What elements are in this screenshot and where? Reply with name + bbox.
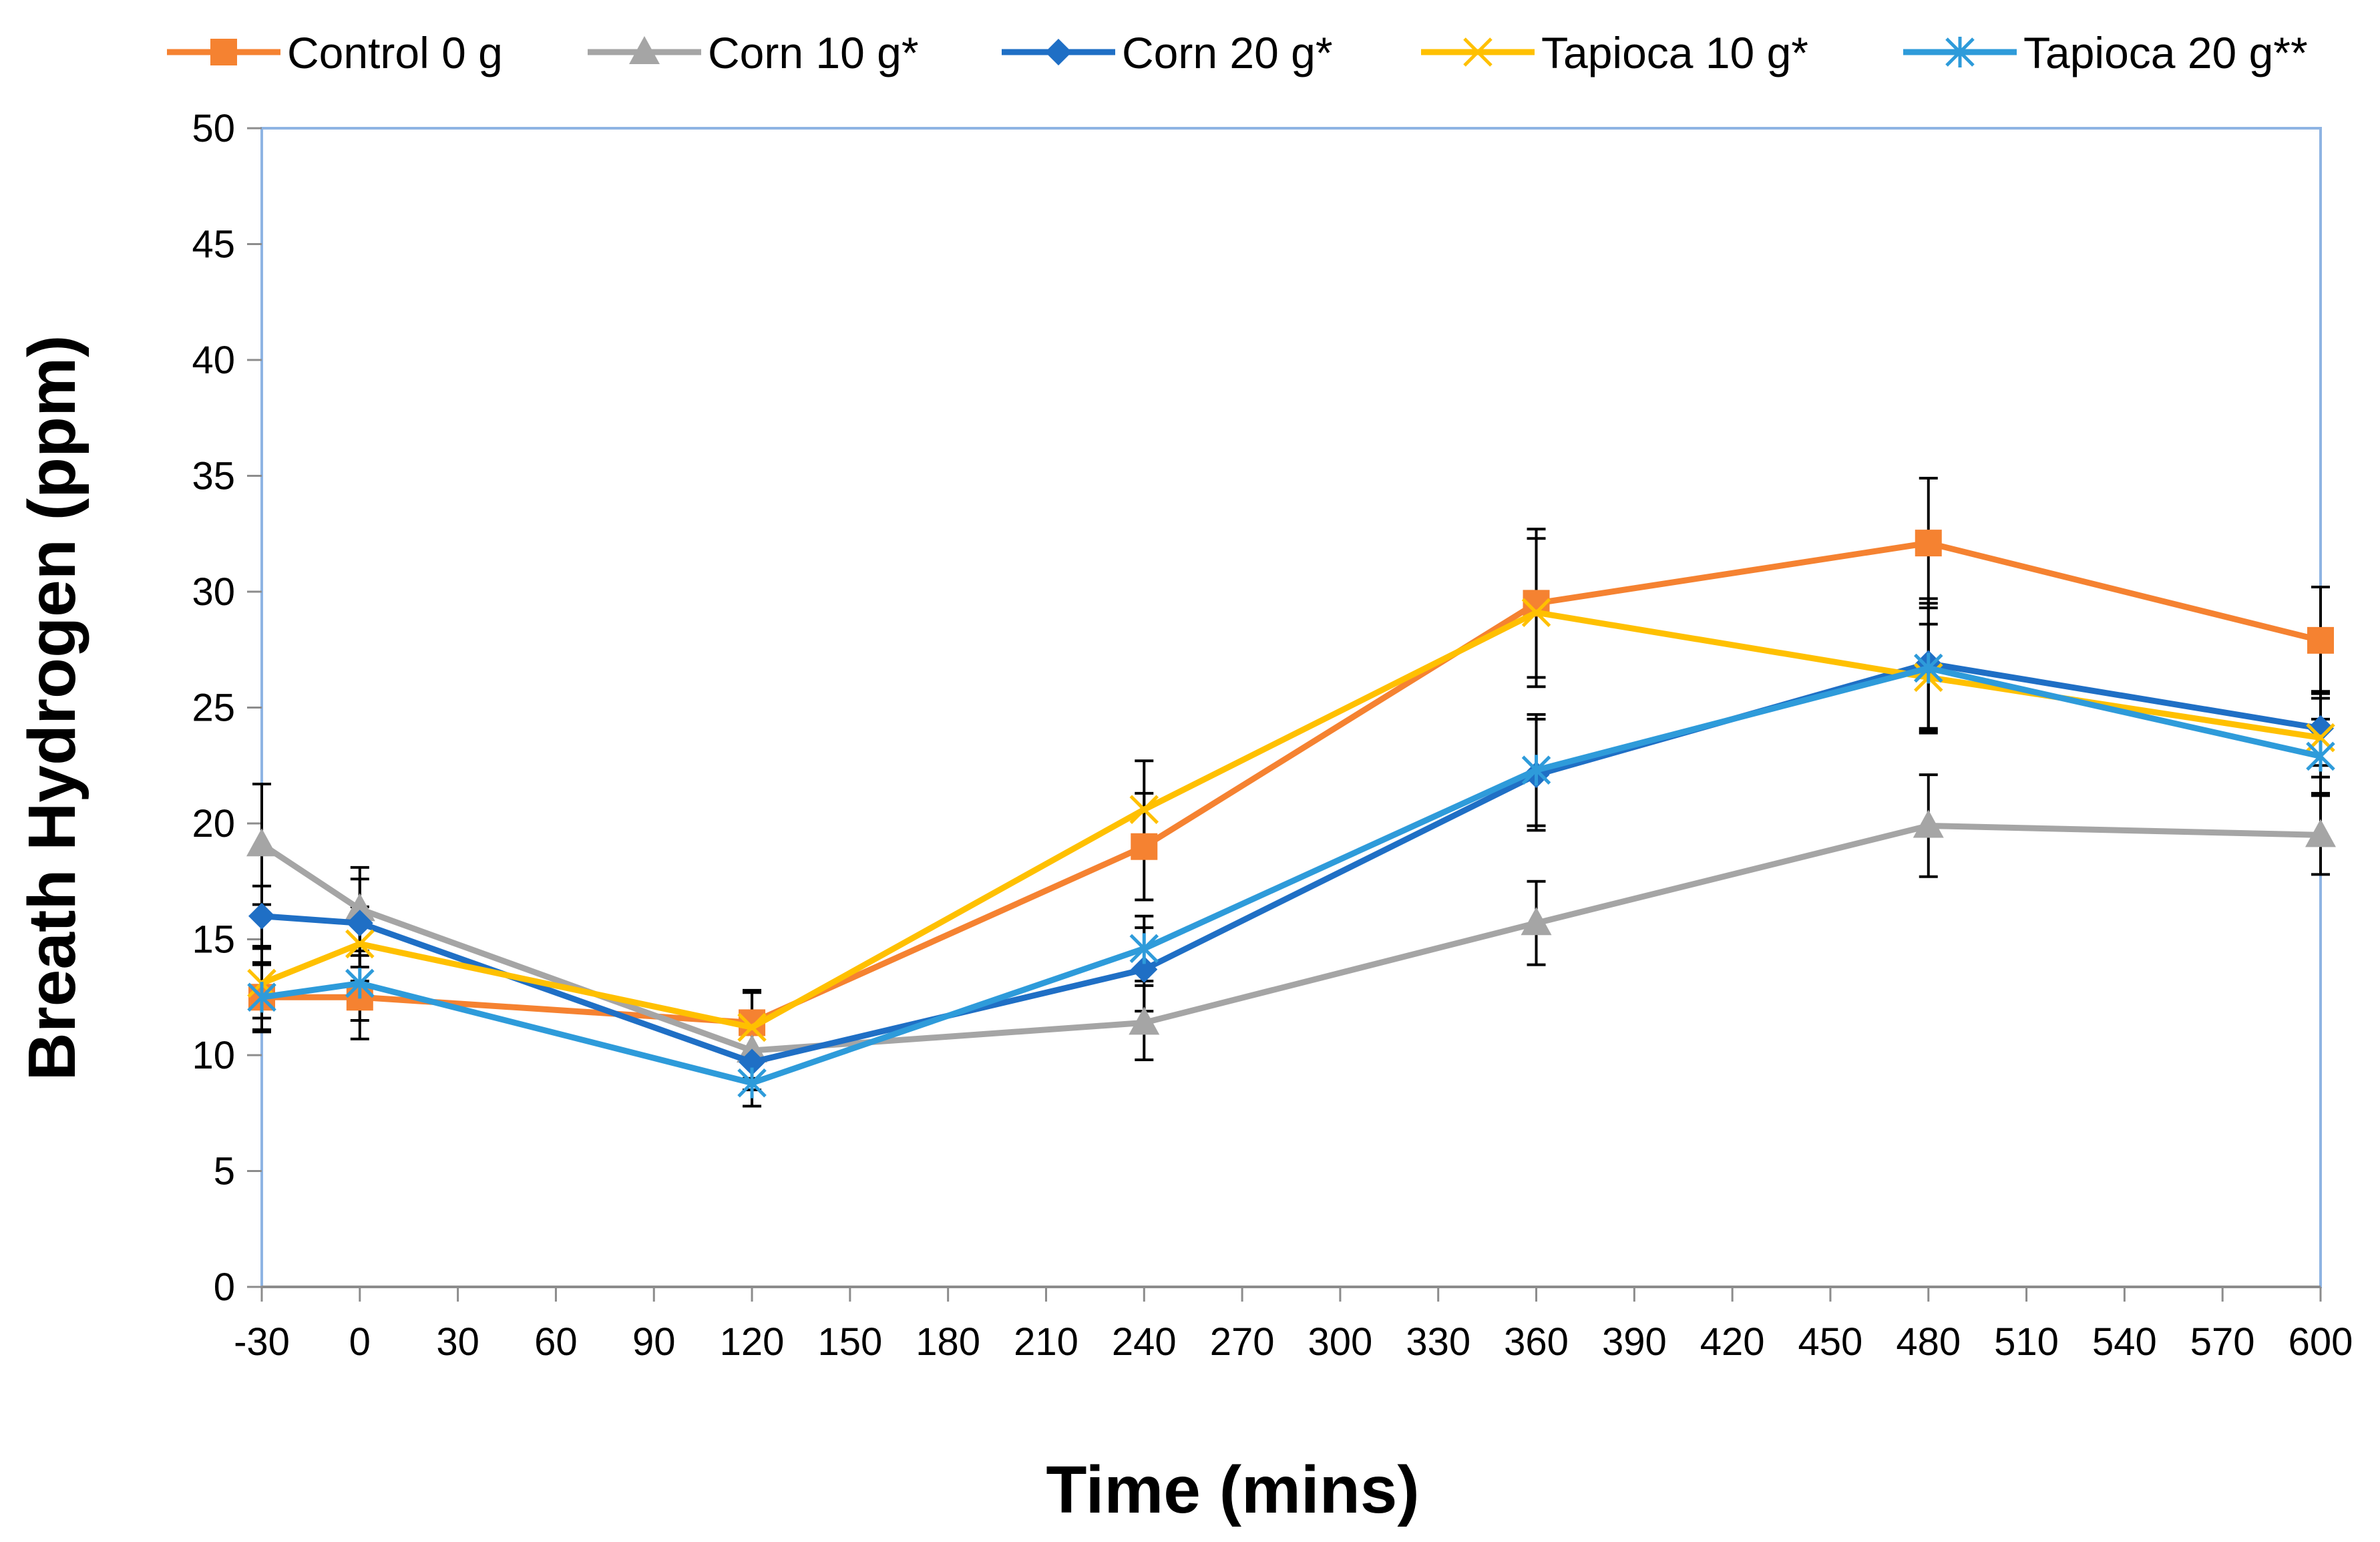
x-tick-label: 360 xyxy=(1504,1320,1569,1364)
data-point xyxy=(248,902,275,930)
legend-item-control-0-g: Control 0 g xyxy=(167,28,503,77)
data-point xyxy=(247,982,276,1013)
x-tick-label: 180 xyxy=(916,1320,980,1364)
data-point-stroke xyxy=(1521,598,1551,627)
data-point xyxy=(2307,626,2334,654)
x-tick-label: 540 xyxy=(2092,1320,2157,1364)
data-point xyxy=(1521,755,1551,786)
x-tick-label: 300 xyxy=(1308,1320,1373,1364)
legend-label: Corn 20 g* xyxy=(1122,28,1333,77)
data-point xyxy=(1131,956,1158,983)
data-point-stroke xyxy=(737,1012,767,1042)
data-point xyxy=(1521,598,1551,627)
y-tick-label: 0 xyxy=(214,1266,235,1309)
x-tick-label: 90 xyxy=(632,1320,676,1364)
legend-label: Control 0 g xyxy=(287,28,503,77)
x-tick-label: 120 xyxy=(720,1320,785,1364)
y-tick-label: 20 xyxy=(192,802,235,845)
x-tick-label: 570 xyxy=(2190,1320,2255,1364)
legend-item-corn-10-g: Corn 10 g* xyxy=(588,28,919,77)
x-tick-label: 30 xyxy=(436,1320,479,1364)
x-tick-label: 240 xyxy=(1112,1320,1177,1364)
legend-swatch-marker xyxy=(1463,37,1493,67)
legend-swatch-marker xyxy=(1945,37,1975,67)
x-tick-label: -30 xyxy=(234,1320,290,1364)
data-point xyxy=(345,929,375,959)
y-tick-label: 5 xyxy=(214,1150,235,1193)
x-tick-label: 270 xyxy=(1210,1320,1275,1364)
x-tick-label: 450 xyxy=(1798,1320,1863,1364)
x-tick-label: 60 xyxy=(534,1320,578,1364)
y-tick-label: 15 xyxy=(192,918,235,962)
legend-swatch-marker xyxy=(1045,39,1072,65)
y-axis-title: Breath Hydrogen (ppm) xyxy=(15,335,89,1081)
y-tick-label: 30 xyxy=(192,570,235,614)
legend-item-corn-20-g: Corn 20 g* xyxy=(1002,28,1333,77)
x-tick-label: 210 xyxy=(1014,1320,1078,1364)
data-point xyxy=(1129,933,1159,964)
x-tick-label: 390 xyxy=(1602,1320,1667,1364)
x-tick-label: 330 xyxy=(1406,1320,1470,1364)
data-point xyxy=(2306,741,2335,772)
legend-swatch-marker xyxy=(629,36,660,64)
data-point xyxy=(1129,795,1159,824)
y-tick-label: 25 xyxy=(192,687,235,730)
x-tick-label: 510 xyxy=(1994,1320,2059,1364)
data-point xyxy=(737,1067,767,1099)
legend-label: Corn 10 g* xyxy=(708,28,919,77)
data-point xyxy=(1913,809,1944,838)
plot-area xyxy=(260,127,2322,1288)
data-point xyxy=(1915,530,1942,557)
y-tick-label: 35 xyxy=(192,455,235,498)
legend-label: Tapioca 10 g* xyxy=(1541,28,1808,77)
data-point xyxy=(739,1048,766,1076)
y-tick-label: 40 xyxy=(192,339,235,382)
series-layer xyxy=(246,476,2336,1108)
series-corn-10-g xyxy=(246,809,2336,1063)
x-tick-label: 0 xyxy=(349,1320,371,1364)
data-point xyxy=(1913,652,1943,684)
data-point xyxy=(1129,1006,1160,1035)
x-tick-label: 150 xyxy=(817,1320,882,1364)
y-axis: 0 5 10 15 20 25 30 35 40 45 50 xyxy=(192,107,262,1309)
y-tick-label: 50 xyxy=(192,107,235,150)
x-tick-label: 420 xyxy=(1700,1320,1765,1364)
series-tapioca-20-g xyxy=(247,652,2335,1099)
y-tick-label: 45 xyxy=(192,223,235,266)
legend-label: Tapioca 20 g** xyxy=(2023,28,2308,77)
x-axis: -30 0 30 60 90 120 150 180 210 240 270 300 330 360 390… xyxy=(234,1286,2353,1364)
legend-swatch-marker xyxy=(210,39,237,65)
legend-item-tapioca-20-g: Tapioca 20 g** xyxy=(1903,28,2308,77)
data-point-stroke xyxy=(1129,795,1159,824)
data-point xyxy=(1521,907,1552,936)
data-point xyxy=(737,1012,767,1042)
data-point xyxy=(344,893,375,922)
legend-item-tapioca-10-g: Tapioca 10 g* xyxy=(1421,28,1808,77)
data-point-stroke xyxy=(345,929,375,959)
legend-swatch-marker-stroke xyxy=(1463,37,1493,67)
x-tick-label: 480 xyxy=(1896,1320,1961,1364)
data-point xyxy=(2305,819,2336,847)
data-point xyxy=(346,910,373,937)
x-axis-title: Time (mins) xyxy=(1046,1453,1419,1527)
data-point xyxy=(345,968,375,999)
data-point xyxy=(737,1034,768,1063)
legend: Control 0 g Corn 10 g* Corn 20 g* Tapioca 1… xyxy=(167,28,2308,77)
data-point xyxy=(246,828,277,857)
data-point xyxy=(1131,833,1158,860)
x-tick-label: 600 xyxy=(2289,1320,2353,1364)
y-tick-label: 10 xyxy=(192,1034,235,1077)
